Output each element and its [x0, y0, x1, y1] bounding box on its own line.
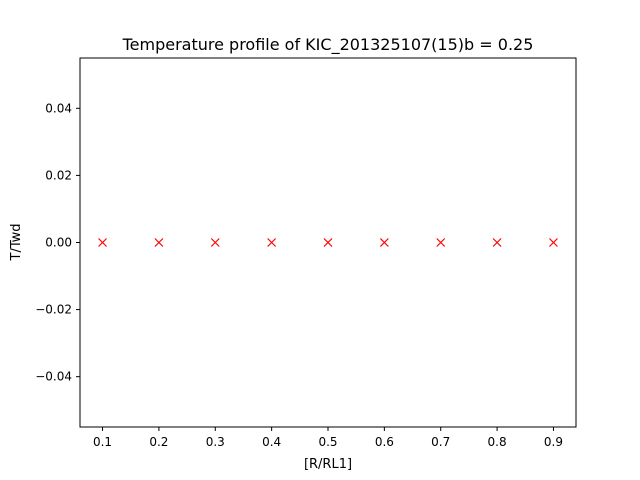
data-markers [98, 238, 558, 247]
x-tick-label: 0.5 [318, 435, 337, 449]
data-point-marker [549, 238, 558, 247]
x-tick-label: 0.4 [262, 435, 281, 449]
data-point-marker [98, 238, 107, 247]
x-tick-label: 0.9 [544, 435, 563, 449]
y-axis-label: T/Twd [9, 224, 24, 262]
y-tick-label: −0.02 [35, 303, 72, 317]
data-point-marker [379, 238, 389, 247]
x-tick-label: 0.2 [149, 435, 168, 449]
x-tick-label: 0.7 [431, 435, 450, 449]
data-point-marker [267, 238, 277, 247]
x-tick-label: 0.1 [93, 435, 112, 449]
y-tick-label: 0.02 [45, 168, 72, 182]
y-axis-ticks: 0.04 0.02 0.00 −0.02 −0.04 [35, 101, 80, 384]
y-tick-label: 0.00 [45, 236, 72, 250]
y-tick-label: −0.04 [35, 370, 72, 384]
data-point-marker [323, 238, 333, 247]
x-axis-ticks: 0.1 0.2 0.3 0.4 0.5 0.6 0.7 0.8 0.9 [93, 427, 563, 449]
data-point-marker [210, 238, 220, 247]
x-axis-label: [R/RL1] [304, 457, 352, 472]
y-tick-label: 0.04 [45, 101, 72, 115]
x-tick-label: 0.3 [206, 435, 225, 449]
x-tick-label: 0.8 [488, 435, 507, 449]
data-point-marker [436, 238, 446, 247]
chart-title: Temperature profile of KIC_201325107(15)… [122, 35, 534, 55]
x-tick-label: 0.6 [375, 435, 394, 449]
data-point-marker [154, 238, 164, 247]
data-point-marker [492, 238, 502, 247]
